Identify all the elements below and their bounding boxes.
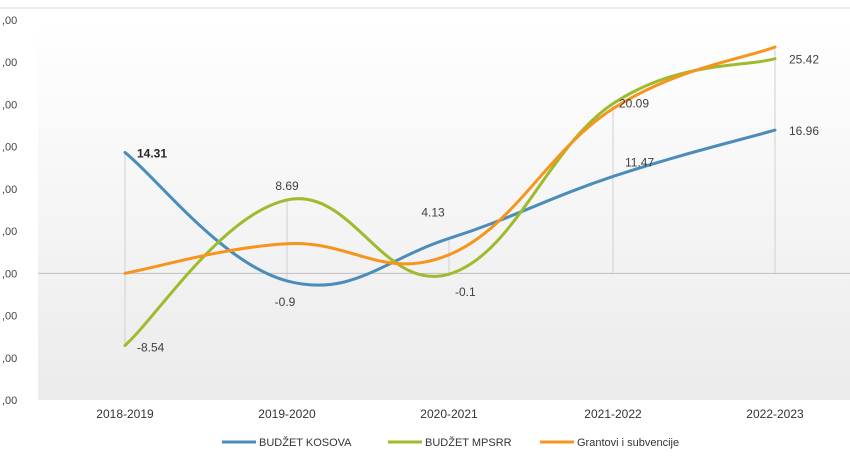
y-axis: ,00 ,00 ,00 ,00 ,00 ,00 ,00 ,00 ,00 ,00 <box>2 15 17 407</box>
data-label: 11.47 <box>625 155 654 169</box>
series-line <box>123 57 777 347</box>
y-tick-label: ,00 <box>2 57 17 69</box>
series-line <box>123 45 777 275</box>
x-tick-label: 2022-2023 <box>746 407 804 421</box>
x-axis: 2018-2019 2019-2020 2020-2021 2021-2022 2022… <box>96 407 804 421</box>
x-tick-label: 2020-2021 <box>420 407 478 421</box>
data-label: -0.9 <box>275 295 296 309</box>
data-label: 20.09 <box>619 97 649 111</box>
data-label: 25.42 <box>789 53 819 67</box>
series-lines <box>123 45 777 347</box>
drop-lines <box>124 47 776 346</box>
legend: BUDŽET KOSOVA BUDŽET MPSRR Grantovi i subv… <box>222 436 679 449</box>
x-tick-label: 2021-2022 <box>584 407 642 421</box>
data-label: 4.13 <box>421 205 445 219</box>
data-label: 8.69 <box>275 179 299 193</box>
data-label: -0.1 <box>455 285 476 299</box>
legend-label: Grantovi i subvencije <box>577 437 679 449</box>
data-label: -8.54 <box>137 340 165 354</box>
y-tick-label: ,00 <box>2 15 17 27</box>
data-labels: 14.31 -0.9 4.13 11.47 16.96 -8.54 8.69 -0.1 20.0… <box>137 53 819 355</box>
x-tick-label: 2018-2019 <box>96 407 154 421</box>
y-tick-label: ,00 <box>2 99 17 111</box>
y-tick-label: ,00 <box>2 268 17 280</box>
y-tick-label: ,00 <box>2 142 17 154</box>
data-label: 14.31 <box>137 146 167 160</box>
x-tick-label: 2019-2020 <box>258 407 316 421</box>
y-tick-label: ,00 <box>2 395 17 407</box>
y-tick-label: ,00 <box>2 226 17 238</box>
legend-label: BUDŽET MPSRR <box>425 436 512 449</box>
y-tick-label: ,00 <box>2 353 17 365</box>
legend-label: BUDŽET KOSOVA <box>259 436 352 449</box>
y-tick-label: ,00 <box>2 311 17 323</box>
plot-area <box>38 20 850 400</box>
y-tick-label: ,00 <box>2 184 17 196</box>
data-label: 16.96 <box>789 124 819 138</box>
